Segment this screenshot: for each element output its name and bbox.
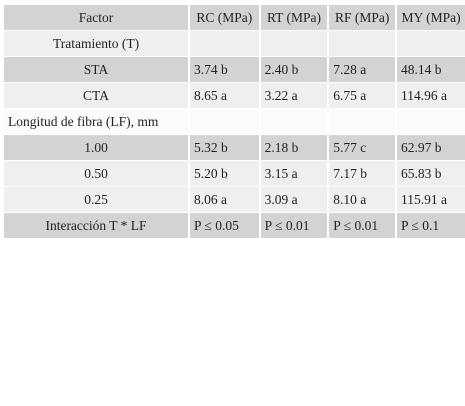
- cell: P ≤ 0.01: [328, 212, 398, 239]
- cell: 8.65 a: [189, 82, 261, 109]
- header-cell: Factor: [4, 5, 191, 31]
- empty-cell: [189, 30, 261, 57]
- cell: 65.83 b: [396, 160, 465, 187]
- cell: 5.20 b: [189, 160, 261, 187]
- header-cell: RT (MPa): [259, 5, 330, 31]
- group-row: Tratamiento (T): [4, 30, 465, 57]
- empty-cell: [189, 108, 261, 135]
- cell: P ≤ 0.01: [259, 212, 330, 239]
- cell: 48.14 b: [396, 56, 465, 83]
- empty-cell: [396, 108, 465, 135]
- empty-cell: [396, 30, 465, 57]
- cell: 62.97 b: [396, 134, 465, 161]
- cell: 114.96 a: [396, 82, 465, 109]
- empty-cell: [259, 30, 330, 57]
- group-label: Longitud de fibra (LF), mm: [4, 108, 191, 135]
- cell: P ≤ 0.1: [396, 212, 465, 239]
- row-label: 1.00: [4, 134, 191, 161]
- row-label: 0.50: [4, 160, 191, 187]
- cell: 3.22 a: [259, 82, 330, 109]
- cell: 2.40 b: [259, 56, 330, 83]
- row: 1.00 5.32 b 2.18 b 5.77 c 62.97 b: [4, 134, 465, 161]
- cell: 8.06 a: [189, 186, 261, 213]
- cell: P ≤ 0.05: [189, 212, 261, 239]
- header-cell: RF (MPa): [328, 5, 398, 31]
- empty-cell: [328, 108, 398, 135]
- cell: 115.91 a: [396, 186, 465, 213]
- header-cell: MY (MPa): [396, 5, 465, 31]
- cell: 7.28 a: [328, 56, 398, 83]
- data-table: Factor RC (MPa) RT (MPa) RF (MPa) MY (MP…: [4, 5, 465, 239]
- empty-cell: [259, 108, 330, 135]
- row: CTA 8.65 a 3.22 a 6.75 a 114.96 a: [4, 82, 465, 109]
- cell: 3.74 b: [189, 56, 261, 83]
- header-cell: RC (MPa): [189, 5, 261, 31]
- row-label: 0.25: [4, 186, 191, 213]
- row-label: Interacción T * LF: [4, 212, 191, 239]
- empty-cell: [328, 30, 398, 57]
- row: 0.50 5.20 b 3.15 a 7.17 b 65.83 b: [4, 160, 465, 187]
- cell: 2.18 b: [259, 134, 330, 161]
- cell: 8.10 a: [328, 186, 398, 213]
- row: STA 3.74 b 2.40 b 7.28 a 48.14 b: [4, 56, 465, 83]
- cell: 3.09 a: [259, 186, 330, 213]
- row-label: CTA: [4, 82, 191, 109]
- group-row: Longitud de fibra (LF), mm: [4, 108, 465, 135]
- row-label: STA: [4, 56, 191, 83]
- row: 0.25 8.06 a 3.09 a 8.10 a 115.91 a: [4, 186, 465, 213]
- cell: 5.77 c: [328, 134, 398, 161]
- cell: 3.15 a: [259, 160, 330, 187]
- header-row: Factor RC (MPa) RT (MPa) RF (MPa) MY (MP…: [4, 5, 465, 31]
- cell: 6.75 a: [328, 82, 398, 109]
- row: Interacción T * LF P ≤ 0.05 P ≤ 0.01 P ≤…: [4, 212, 465, 239]
- cell: 7.17 b: [328, 160, 398, 187]
- cell: 5.32 b: [189, 134, 261, 161]
- group-label: Tratamiento (T): [4, 30, 191, 57]
